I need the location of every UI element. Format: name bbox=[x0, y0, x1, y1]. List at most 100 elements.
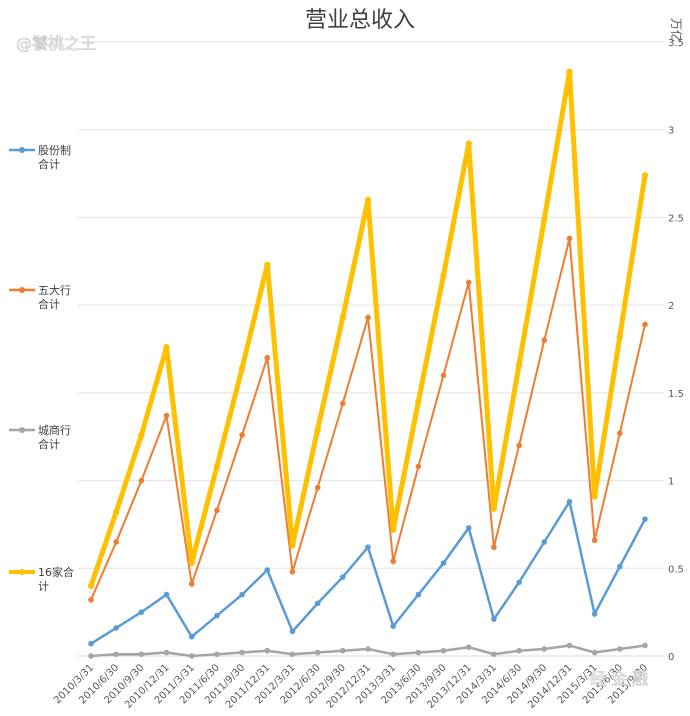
data-point bbox=[465, 525, 472, 531]
data-point bbox=[289, 568, 296, 575]
data-point bbox=[389, 526, 397, 533]
data-point bbox=[314, 600, 321, 607]
data-point bbox=[566, 235, 573, 242]
legend-item: 股份制合计 bbox=[9, 144, 71, 171]
data-point bbox=[289, 651, 296, 658]
data-point bbox=[264, 261, 271, 268]
legend-item: 五大行合计 bbox=[9, 283, 71, 311]
data-point bbox=[364, 196, 372, 204]
data-point bbox=[88, 653, 94, 659]
y-tick-label: 0 bbox=[668, 652, 674, 663]
data-point bbox=[491, 651, 497, 658]
series-3 bbox=[88, 642, 648, 659]
data-point bbox=[340, 574, 346, 580]
data-point bbox=[465, 140, 472, 147]
data-point bbox=[616, 333, 624, 340]
data-point bbox=[491, 544, 497, 551]
data-point bbox=[591, 537, 598, 544]
watermark-corner: 经 金 融 bbox=[590, 669, 648, 688]
data-point bbox=[138, 477, 145, 484]
data-point bbox=[642, 321, 648, 328]
data-point bbox=[113, 651, 119, 658]
data-point bbox=[566, 498, 573, 505]
legend-label: 五大行合计 bbox=[38, 283, 71, 311]
series-1 bbox=[88, 498, 648, 647]
data-point bbox=[515, 361, 523, 368]
legend-marker bbox=[19, 147, 25, 153]
legend-marker bbox=[19, 569, 25, 575]
data-point bbox=[642, 642, 648, 649]
data-point bbox=[314, 484, 321, 491]
y-axis-label: 万亿 bbox=[669, 18, 684, 42]
data-point bbox=[188, 633, 195, 640]
y-tick-label: 1.5 bbox=[668, 389, 684, 400]
data-point bbox=[239, 591, 245, 598]
data-point bbox=[340, 647, 346, 654]
legend-item: 16家合计 bbox=[9, 565, 74, 593]
series-4 bbox=[87, 68, 649, 590]
data-point bbox=[440, 560, 447, 566]
data-point bbox=[541, 539, 548, 545]
data-point bbox=[88, 640, 94, 647]
data-point bbox=[591, 649, 598, 656]
y-tick-label: 2 bbox=[668, 301, 674, 312]
data-point bbox=[617, 646, 623, 652]
series-layer bbox=[87, 68, 649, 659]
legend-marker bbox=[19, 427, 25, 433]
data-point bbox=[138, 609, 145, 615]
data-point bbox=[214, 651, 220, 658]
data-point bbox=[213, 463, 221, 470]
data-point bbox=[541, 646, 548, 652]
data-point bbox=[415, 591, 422, 598]
series-line bbox=[88, 71, 648, 589]
data-point bbox=[440, 372, 447, 379]
data-point bbox=[289, 628, 296, 635]
data-point bbox=[113, 625, 119, 631]
watermark-handle: @饕桃之王 bbox=[16, 34, 96, 53]
data-point bbox=[314, 649, 321, 656]
data-point bbox=[617, 563, 623, 570]
data-point bbox=[340, 400, 346, 407]
data-point bbox=[264, 647, 271, 654]
data-point bbox=[238, 365, 246, 372]
x-axis-ticks: 2010/3/312010/6/302010/9/302010/12/31201… bbox=[52, 662, 650, 711]
y-tick-label: 3.5 bbox=[668, 38, 684, 49]
data-point bbox=[339, 314, 347, 321]
data-point bbox=[163, 649, 170, 656]
data-point bbox=[617, 430, 623, 437]
data-point bbox=[390, 623, 396, 629]
data-point bbox=[163, 591, 170, 598]
data-point bbox=[188, 653, 195, 659]
data-point bbox=[516, 579, 522, 586]
data-point bbox=[516, 442, 522, 449]
series-line bbox=[89, 498, 647, 645]
data-point bbox=[365, 314, 371, 321]
data-point bbox=[163, 344, 170, 351]
legend-label: 16家合计 bbox=[38, 565, 74, 593]
data-point bbox=[491, 616, 497, 622]
data-point bbox=[566, 642, 573, 649]
data-point bbox=[113, 539, 119, 545]
data-point bbox=[516, 647, 522, 654]
series-2 bbox=[88, 235, 648, 603]
data-point bbox=[138, 651, 145, 658]
data-point bbox=[88, 597, 94, 603]
data-point bbox=[390, 651, 396, 658]
data-point bbox=[591, 611, 598, 617]
data-point bbox=[440, 272, 447, 279]
data-point bbox=[365, 544, 371, 551]
data-point bbox=[641, 172, 649, 179]
data-point bbox=[390, 558, 396, 565]
data-point bbox=[415, 398, 422, 405]
data-point bbox=[188, 559, 195, 567]
data-point bbox=[465, 279, 472, 286]
data-point bbox=[440, 647, 447, 654]
data-point bbox=[642, 516, 648, 522]
data-point bbox=[591, 493, 598, 500]
data-point bbox=[264, 354, 271, 361]
data-point bbox=[289, 542, 296, 549]
data-point bbox=[541, 337, 548, 344]
data-point bbox=[163, 412, 170, 419]
